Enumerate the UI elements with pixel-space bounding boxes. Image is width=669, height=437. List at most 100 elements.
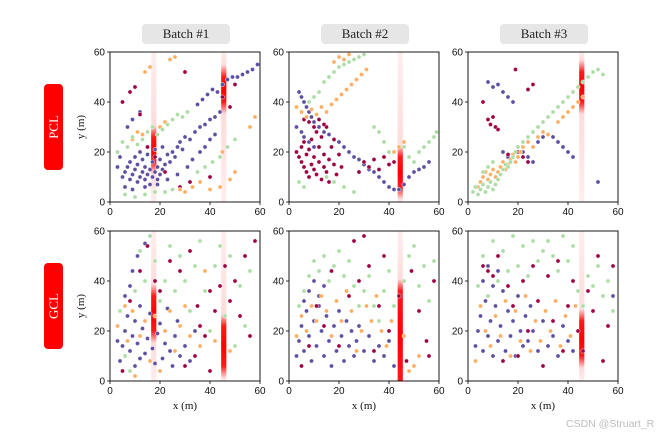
scatter-point (115, 323, 120, 329)
scatter-point (401, 182, 407, 187)
scatter-point (195, 102, 200, 107)
scatter-point (336, 343, 342, 349)
x-tick-label: 60 (254, 207, 266, 218)
scatter-point (301, 298, 307, 304)
scatter-point (406, 253, 412, 259)
scatter-point (490, 187, 496, 192)
scatter-point (185, 109, 190, 115)
scatter-point (434, 129, 439, 135)
scatter-point (356, 54, 362, 60)
scatter-point (304, 328, 309, 334)
scatter-point (299, 159, 304, 165)
scatter-point (416, 353, 422, 359)
scatter-point (215, 89, 220, 95)
scatter-point (212, 338, 218, 344)
scatter-point (137, 174, 143, 180)
scatter-point (326, 338, 332, 344)
scatter-point (321, 122, 327, 127)
scatter-point (167, 258, 173, 264)
scatter-point (145, 336, 150, 341)
scatter-point (301, 99, 307, 105)
scatter-point (520, 154, 526, 160)
scatter-point (550, 253, 556, 259)
plot-frame (467, 51, 619, 203)
scatter-point (498, 172, 503, 177)
scatter-point (296, 338, 302, 344)
scatter-point (351, 353, 357, 359)
scatter-point (127, 159, 133, 165)
scatter-point (220, 94, 225, 100)
scatter-point (351, 283, 357, 289)
y-tick-label: 60 (273, 48, 285, 59)
scatter-point (314, 343, 319, 349)
scatter-point (530, 263, 536, 269)
scatter-point (570, 154, 576, 160)
scatter-point (314, 318, 319, 324)
scatter-point (242, 323, 248, 329)
scatter-point (304, 104, 309, 110)
scatter-point (371, 169, 377, 175)
scatter-point (488, 343, 493, 349)
scatter-point (346, 59, 352, 65)
scatter-point (232, 137, 238, 142)
scatter-point (306, 288, 312, 294)
scatter-point (147, 167, 153, 172)
scatter-point (500, 149, 506, 155)
plot-frame (288, 230, 440, 382)
scatter-point (344, 87, 349, 92)
scatter-point (560, 233, 566, 239)
scatter-point (177, 268, 183, 274)
scatter-point (135, 179, 140, 185)
x-tick-label: 60 (433, 207, 445, 218)
scatter-point (245, 69, 250, 75)
scatter-point (321, 253, 327, 259)
scatter-point (538, 338, 543, 344)
scatter-point (167, 57, 173, 62)
scatter-point (294, 333, 299, 339)
scatter-point (528, 348, 533, 354)
scatter-point (421, 263, 427, 269)
scatter-point (182, 134, 188, 140)
scatter-point (321, 283, 327, 289)
scatter-point (331, 69, 337, 75)
y-tick-label: 60 (452, 227, 464, 238)
scatter-point (117, 358, 123, 364)
scatter-point (227, 104, 233, 110)
x-tick-label: 60 (612, 386, 624, 397)
scatter-point (341, 358, 347, 364)
scatter-point (371, 124, 377, 130)
scatter-point (212, 114, 218, 120)
plot-area (289, 52, 439, 202)
scatter-point (580, 303, 586, 309)
scatter-point (351, 57, 357, 62)
scatter-point (150, 124, 155, 130)
scatter-point (510, 318, 516, 324)
scatter-point (137, 149, 143, 155)
scatter-point (336, 139, 342, 145)
scatter-point (145, 243, 150, 249)
scatter-point (585, 273, 591, 279)
scatter-point (202, 333, 208, 339)
scatter-point (225, 77, 230, 82)
plot-area (289, 231, 439, 381)
scatter-point (356, 303, 362, 309)
scatter-point (341, 273, 347, 279)
scatter-point (207, 187, 213, 192)
scatter-point (222, 263, 228, 269)
scatter-point (568, 333, 573, 339)
scatter-point (495, 177, 501, 182)
scatter-point (319, 134, 324, 140)
scatter-point (152, 169, 158, 175)
scatter-point (411, 169, 417, 175)
scatter-point (127, 89, 133, 95)
scatter-point (336, 308, 342, 314)
scatter-point (207, 174, 213, 180)
scatter-point (135, 142, 140, 147)
scatter-point (590, 308, 596, 314)
scatter-point (140, 137, 145, 142)
scatter-point (240, 72, 245, 77)
y-tick-label: 20 (273, 148, 285, 159)
x-tick-label: 60 (612, 207, 624, 218)
scatter-point (165, 177, 170, 182)
scatter-point (389, 318, 394, 324)
